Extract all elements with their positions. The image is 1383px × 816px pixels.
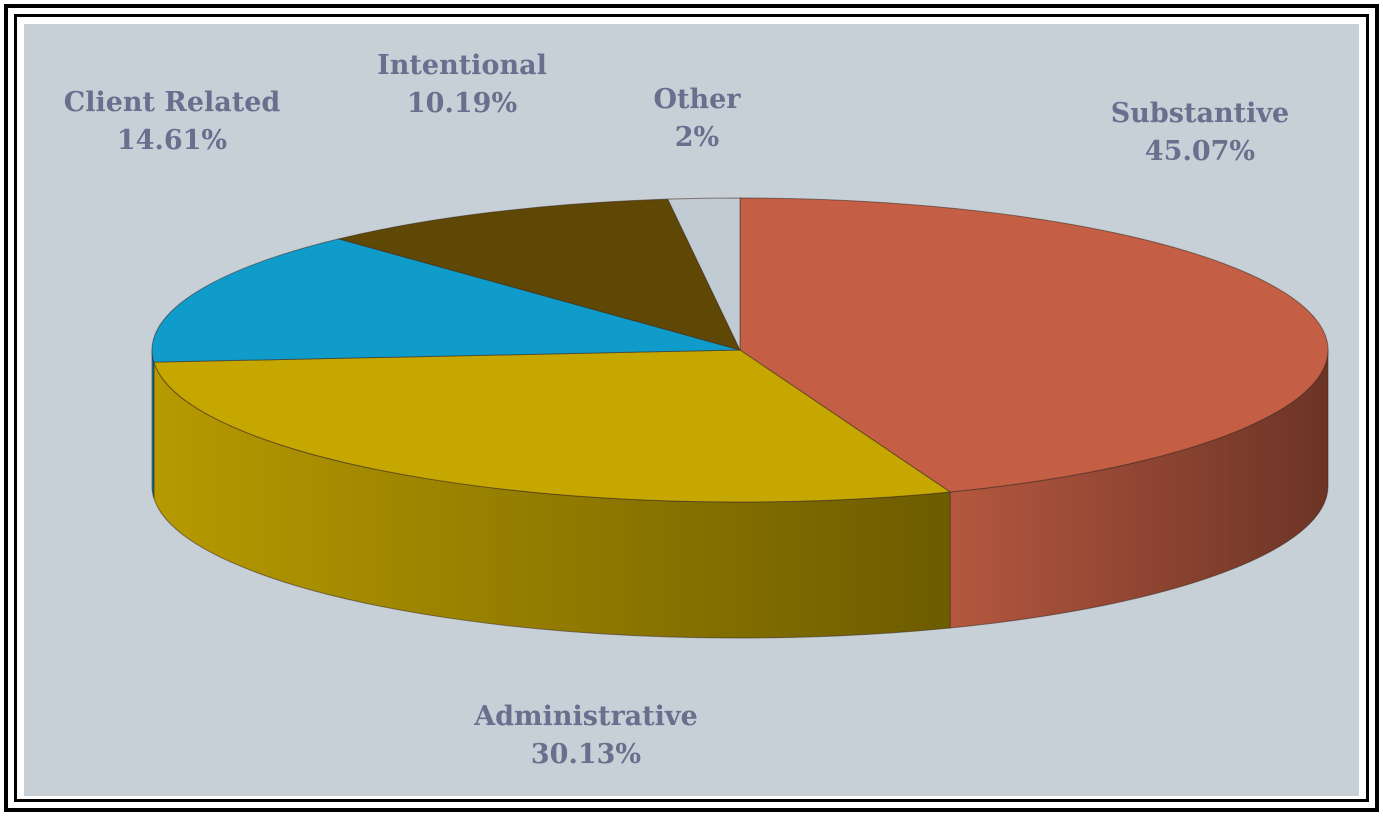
pie-slice-client-related (151, 238, 741, 363)
slice-label-value: 14.61% (116, 125, 228, 156)
pie-slice-substantive (739, 197, 1329, 493)
slice-label-value: 30.13% (530, 739, 642, 770)
slice-label-value: 2% (674, 122, 720, 153)
slice-label-name: Other (653, 84, 741, 115)
pie-side-client-related (151, 349, 155, 499)
slice-label-value: 45.07% (1144, 136, 1256, 167)
slice-label-name: Client Related (63, 87, 281, 118)
slice-label-name: Intentional (377, 50, 547, 81)
slice-label-name: Administrative (474, 701, 698, 732)
pie-slice-other (666, 197, 741, 351)
pie-slice-administrative (153, 349, 952, 503)
slice-label-name: Substantive (1110, 98, 1290, 129)
slice-label-client-related: Client Related 14.61% (64, 84, 281, 160)
slice-label-other: Other 2% (653, 81, 740, 157)
slice-label-intentional: Intentional 10.19% (377, 47, 547, 123)
slice-label-value: 10.19% (406, 88, 518, 119)
pie-slice-intentional (336, 198, 741, 351)
inner-border (14, 14, 1369, 802)
slice-label-administrative: Administrative 30.13% (474, 698, 698, 774)
plot-area: Substantive 45.07% Administrative 30.13%… (24, 24, 1359, 796)
slice-label-substantive: Substantive 45.07% (1111, 95, 1289, 171)
pie-chart (151, 197, 1329, 639)
outer-border (4, 4, 1379, 812)
